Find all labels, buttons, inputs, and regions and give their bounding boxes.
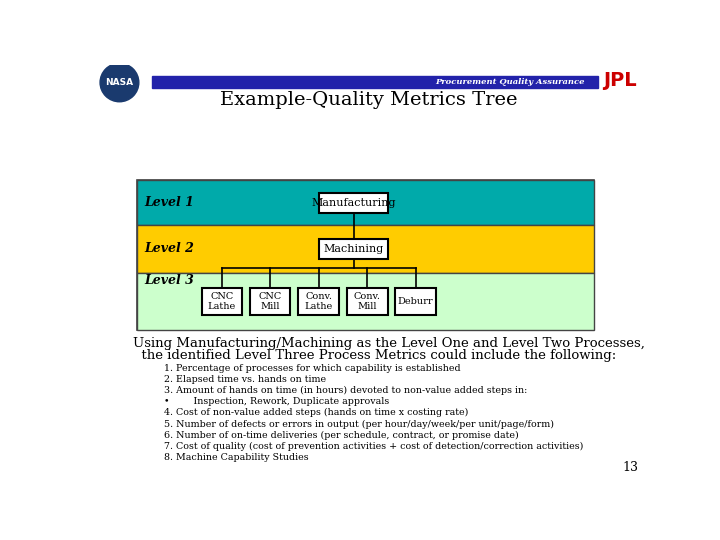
Text: JPL: JPL — [603, 71, 637, 91]
Text: 4. Cost of non-value added steps (hands on time x costing rate): 4. Cost of non-value added steps (hands … — [163, 408, 468, 417]
Bar — [137, 180, 594, 330]
Text: CNC
Lathe: CNC Lathe — [207, 292, 236, 311]
Text: NASA: NASA — [105, 78, 133, 87]
Text: Conv.
Mill: Conv. Mill — [354, 292, 381, 311]
Text: Deburr: Deburr — [397, 297, 433, 306]
Text: 5. Number of defects or errors in output (per hour/day/week/per unit/page/form): 5. Number of defects or errors in output… — [163, 420, 554, 429]
Bar — [152, 76, 598, 88]
Text: Conv.
Lathe: Conv. Lathe — [305, 292, 333, 311]
Text: 2. Elapsed time vs. hands on time: 2. Elapsed time vs. hands on time — [163, 375, 325, 384]
Bar — [395, 288, 436, 315]
Text: Level 2: Level 2 — [144, 242, 194, 255]
Text: Manufacturing: Manufacturing — [311, 198, 396, 207]
Text: the identified Level Three Process Metrics could include the following:: the identified Level Three Process Metri… — [132, 349, 616, 362]
Bar — [137, 180, 594, 225]
Text: 7. Cost of quality (cost of prevention activities + cost of detection/correction: 7. Cost of quality (cost of prevention a… — [163, 442, 583, 451]
Text: Level 3: Level 3 — [144, 274, 194, 287]
Text: Procurement Quality Assurance: Procurement Quality Assurance — [435, 78, 585, 86]
Text: •        Inspection, Rework, Duplicate approvals: • Inspection, Rework, Duplicate approval… — [163, 397, 389, 406]
Bar — [137, 225, 594, 273]
Text: 6. Number of on-time deliveries (per schedule, contract, or promise date): 6. Number of on-time deliveries (per sch… — [163, 430, 518, 440]
Text: Example-Quality Metrics Tree: Example-Quality Metrics Tree — [220, 91, 518, 109]
Text: 13: 13 — [623, 462, 639, 475]
Bar — [202, 288, 242, 315]
Text: 8. Machine Capability Studies: 8. Machine Capability Studies — [163, 453, 308, 462]
Text: Level 1: Level 1 — [144, 196, 194, 209]
Text: Using Manufacturing/Machining as the Level One and Level Two Processes,: Using Manufacturing/Machining as the Lev… — [132, 337, 644, 350]
Bar — [137, 273, 594, 330]
Bar — [320, 239, 387, 259]
Text: 3. Amount of hands on time (in hours) devoted to non-value added steps in:: 3. Amount of hands on time (in hours) de… — [163, 386, 527, 395]
Bar — [320, 193, 387, 213]
Bar — [299, 288, 339, 315]
Text: 1. Percentage of processes for which capability is established: 1. Percentage of processes for which cap… — [163, 363, 460, 373]
Text: CNC
Mill: CNC Mill — [258, 292, 282, 311]
Circle shape — [100, 63, 139, 102]
Bar — [250, 288, 290, 315]
Bar — [347, 288, 387, 315]
Circle shape — [103, 66, 136, 99]
Text: Machining: Machining — [323, 244, 384, 254]
